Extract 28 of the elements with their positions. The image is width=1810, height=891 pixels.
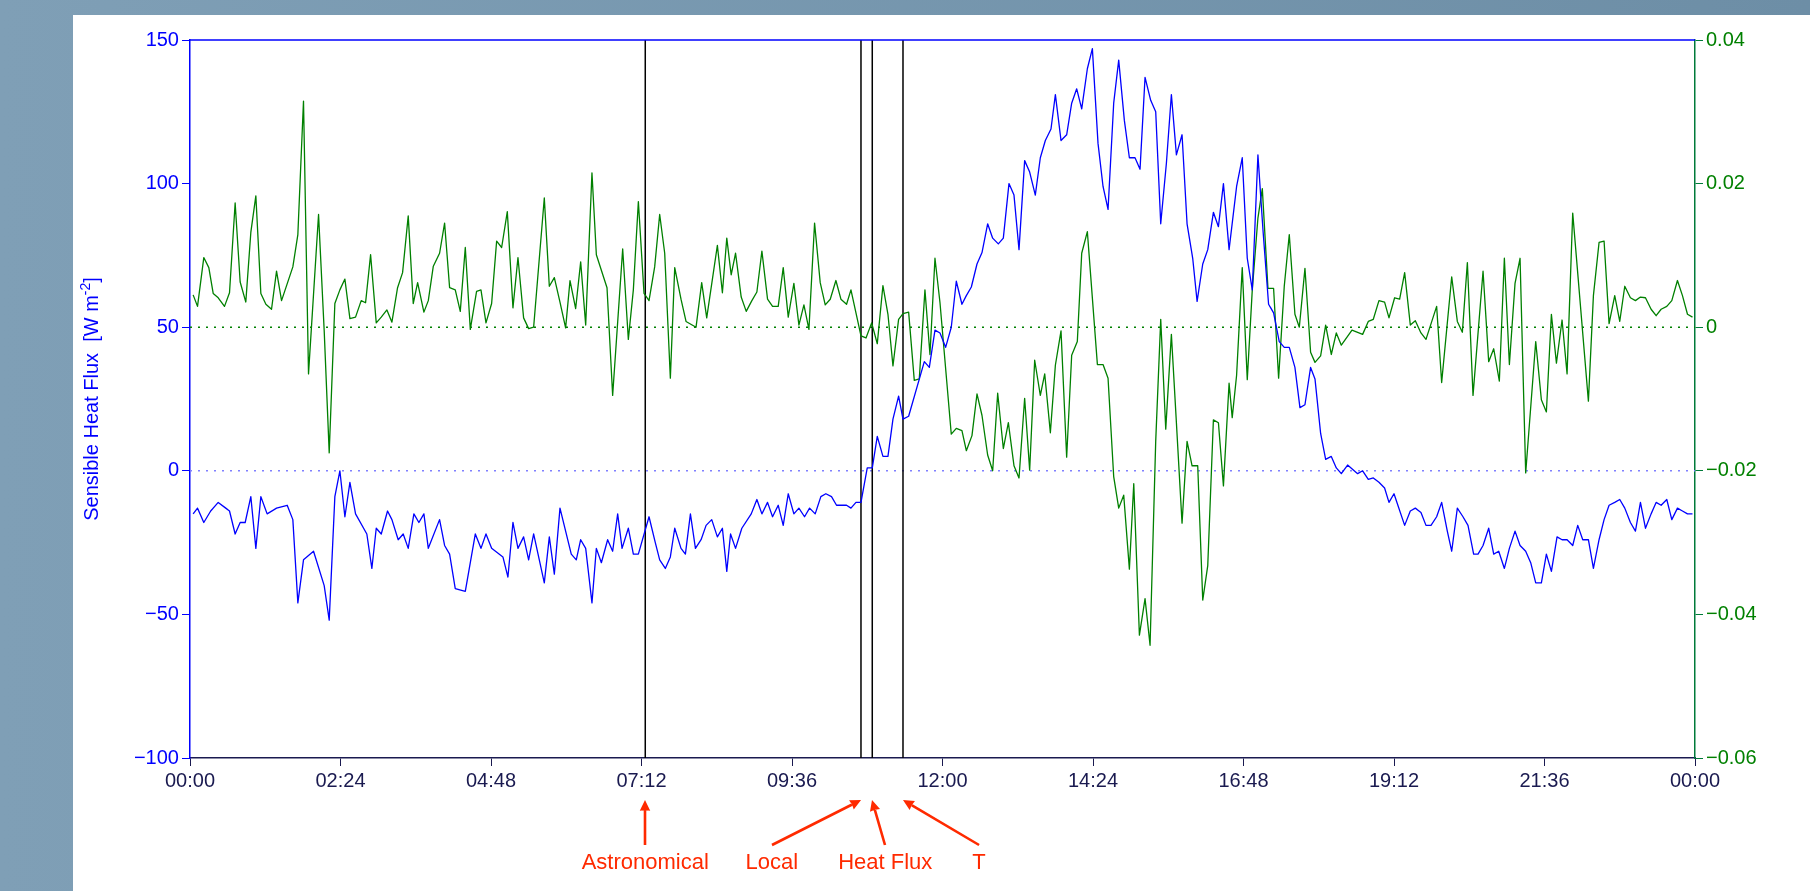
y2-tick-label: −0.02 [1706, 458, 1757, 481]
x-tick-label: 14:24 [1067, 768, 1119, 791]
x-tick-label: 21:36 [1519, 768, 1570, 791]
text: Astronomical [580, 849, 710, 875]
x-tick-label: 19:12 [1368, 768, 1420, 791]
x-tick-label: 09:36 [766, 768, 818, 791]
y-tick-label: 50 [156, 314, 179, 337]
y-tick-label: −100 [133, 745, 179, 768]
y-tick-label: 150 [145, 27, 179, 50]
x-tick-label: 07:12 [616, 768, 667, 791]
y2-tick-label: −0.04 [1706, 601, 1757, 624]
y-axis-title: Sensible Heat Flux [W m-2] [77, 277, 102, 521]
text: T [971, 849, 987, 875]
x-tick-label: 12:00 [917, 768, 968, 791]
text: Heat Flux [837, 849, 934, 875]
x-tick-label: 00:00 [1669, 768, 1721, 791]
x-tick-label: 02:24 [315, 768, 366, 791]
y2-tick-label: 0.02 [1706, 171, 1745, 194]
x-tick-label: 16:48 [1218, 768, 1269, 791]
x-tick-label: 04:48 [465, 768, 517, 791]
y2-tick-label: −0.06 [1706, 745, 1757, 768]
y-tick-label: −50 [145, 601, 179, 624]
y-tick-label: 0 [167, 458, 179, 481]
y2-tick-label: 0.04 [1706, 27, 1745, 50]
x-tick-label: 00:00 [164, 768, 216, 791]
text: Local [744, 849, 800, 875]
y-tick-label: 100 [145, 171, 179, 194]
y2-tick-label: 0 [1706, 314, 1718, 337]
